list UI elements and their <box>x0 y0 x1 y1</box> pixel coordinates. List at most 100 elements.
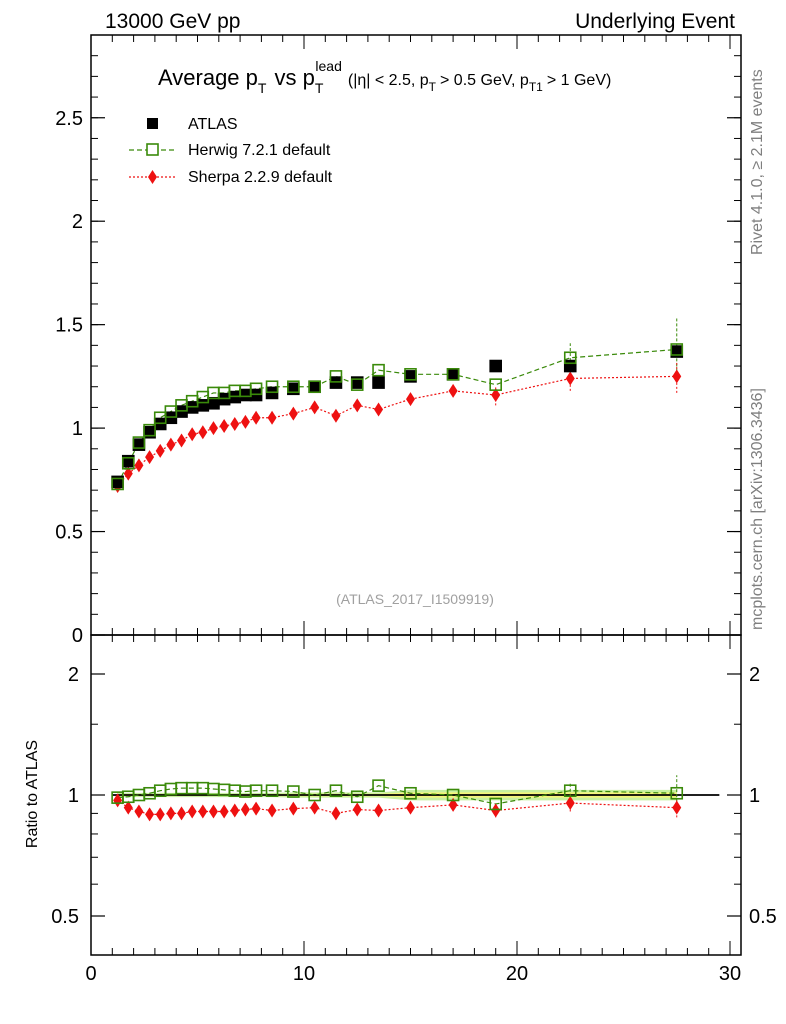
herwig-point <box>121 456 135 470</box>
sherpa-point <box>155 443 165 458</box>
ratio-xtick-label: 30 <box>719 963 741 985</box>
herwig-point <box>265 380 279 394</box>
sherpa-point <box>565 371 575 386</box>
sherpa-point <box>219 419 229 434</box>
herwig-point <box>111 477 124 491</box>
ratio-ytick-label-left: 0.5 <box>51 906 79 928</box>
ratio-ytick-label-right: 0.5 <box>749 906 777 928</box>
sherpa-point <box>208 421 218 436</box>
legend-atlas-marker <box>147 118 158 129</box>
sherpa-point <box>374 402 384 417</box>
legend-herwig-marker <box>146 143 159 156</box>
legend-atlas-label: ATLAS <box>188 116 238 133</box>
main-ytick-label: 2 <box>72 211 83 233</box>
ratio-herwig-point <box>329 784 343 797</box>
main-ytick-label: 1 <box>72 418 83 440</box>
ratio-ytick-label-right: 2 <box>749 664 760 686</box>
ratio-sherpa-point <box>219 804 229 819</box>
legend-herwig-label: Herwig 7.2.1 default <box>188 142 331 159</box>
legend-sherpa-label: Sherpa 2.2.9 default <box>188 169 333 186</box>
sherpa-point <box>177 433 187 448</box>
ratio-sherpa-point <box>240 802 250 817</box>
ratio-ytick-label-right: 1 <box>749 785 760 807</box>
ratio-sherpa-point <box>155 807 165 822</box>
sherpa-point <box>198 425 208 440</box>
ratio-herwig-point <box>249 784 263 797</box>
ratio-herwig-point <box>489 797 503 811</box>
legend: ATLAS Herwig 7.2.1 default Sherpa 2.2.9 … <box>129 116 333 186</box>
ratio-sherpa-point <box>230 803 240 818</box>
herwig-point <box>329 370 343 383</box>
ratio-herwig-point <box>265 784 279 797</box>
ratio-sherpa-point <box>166 806 176 821</box>
sherpa-point <box>406 392 415 407</box>
atlas-point <box>372 376 385 389</box>
sherpa-point <box>352 398 362 413</box>
atlas-point <box>563 359 577 373</box>
ratio-herwig-point <box>404 786 417 800</box>
ratio-sherpa-point <box>123 800 133 815</box>
rivet-label: Rivet 4.1.0, ≥ 2.1M events <box>749 69 766 255</box>
ratio-sherpa-point <box>331 806 341 821</box>
ratio-herwig-point <box>308 788 321 802</box>
chart-title: Average pT vs pTlead(|η| < 2.5, pT > 0.5 G… <box>158 58 611 96</box>
ratio-herwig-point <box>670 786 684 800</box>
header-left: 13000 GeV pp <box>105 10 240 33</box>
ratio-axis-ticks: 0.5 0.51 12 20 10 20 30 <box>51 635 777 985</box>
sherpa-point <box>134 458 144 473</box>
ratio-xtick-label: 20 <box>506 963 528 985</box>
ratio-herwig-point <box>372 779 385 792</box>
sherpa-point <box>166 437 176 452</box>
atlas-point <box>196 399 210 412</box>
atlas-point <box>239 388 252 402</box>
sherpa-point <box>288 406 298 421</box>
ratio-sherpa-point <box>310 800 320 815</box>
herwig-point <box>308 380 321 394</box>
sherpa-point <box>448 383 458 398</box>
herwig-point <box>446 368 460 381</box>
main-ytick-label: 0 <box>72 625 83 647</box>
ratio-sherpa-point <box>565 796 575 811</box>
sherpa-point <box>240 414 250 429</box>
ratio-sherpa-point <box>352 802 362 817</box>
herwig-point <box>372 363 385 377</box>
main-ytick-label: 0.5 <box>55 522 83 544</box>
atlas-point <box>446 368 460 381</box>
ratio-sherpa-point <box>251 801 261 816</box>
main-ytick-label: 1.5 <box>55 315 83 337</box>
ratio-sherpa-point <box>491 803 501 818</box>
ratio-sherpa-point <box>145 807 155 822</box>
sherpa-point <box>672 369 682 384</box>
ratio-series <box>111 775 684 822</box>
ratio-ylabel: Ratio to ATLAS <box>24 740 41 848</box>
sherpa-point <box>331 408 341 423</box>
sherpa-point <box>123 466 133 481</box>
sherpa-point <box>267 410 277 425</box>
atlas-point <box>489 359 503 373</box>
ratio-sherpa-point <box>374 803 384 818</box>
legend-sherpa-marker <box>148 170 157 184</box>
ratio-herwig-point <box>446 788 460 802</box>
herwig-line <box>117 348 677 485</box>
sherpa-point <box>310 400 320 415</box>
main-ytick-label: 2.5 <box>55 108 83 130</box>
herwig-point <box>489 378 503 391</box>
main-axis-ticks: 0 0.5 1 1.5 2 2.5 <box>55 35 741 647</box>
herwig-point <box>143 423 156 437</box>
ratio-sherpa-point <box>177 806 187 821</box>
analysis-watermark: (ATLAS_2017_I1509919) <box>336 591 494 607</box>
ratio-sherpa-point <box>267 803 277 818</box>
atlas-point <box>308 380 321 394</box>
ratio-xtick-label: 0 <box>85 963 96 985</box>
ratio-sherpa-point <box>448 797 458 812</box>
sherpa-point <box>145 450 155 465</box>
ratio-sherpa-point <box>672 800 682 815</box>
herwig-point <box>132 436 146 449</box>
ratio-ytick-label-left: 2 <box>68 664 79 686</box>
header-right: Underlying Event <box>575 10 735 33</box>
herwig-point <box>249 382 263 396</box>
ratio-herwig-point <box>563 784 577 797</box>
sherpa-point <box>491 388 501 402</box>
ratio-xtick-label: 10 <box>293 963 315 985</box>
ratio-herwig-point <box>350 790 364 804</box>
